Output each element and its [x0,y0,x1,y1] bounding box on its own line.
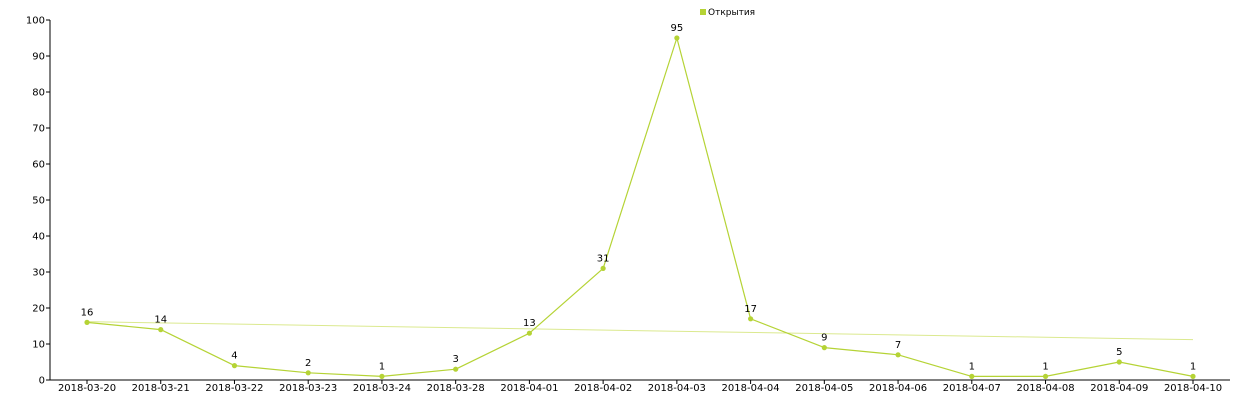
x-tick-label: 2018-03-21 [132,383,190,394]
data-point[interactable] [748,316,754,322]
y-tick-label: 60 [32,160,45,171]
x-tick-label: 2018-04-01 [500,383,558,394]
data-label: 1 [1042,361,1048,372]
data-label: 4 [231,351,237,362]
y-tick-label: 100 [26,16,45,27]
x-tick-label: 2018-04-03 [648,383,706,394]
data-label: 1 [1190,361,1196,372]
data-point[interactable] [379,373,385,379]
y-tick-label: 40 [32,232,45,243]
data-point[interactable] [158,327,164,333]
trend-line-path [86,321,1194,341]
data-label: 3 [452,354,458,365]
x-tick-label: 2018-04-09 [1090,383,1148,394]
data-label: 95 [670,23,683,34]
y-tick-label: 10 [32,340,45,351]
y-tick-label: 20 [32,304,45,315]
x-tick-label: 2018-03-23 [279,383,337,394]
legend-swatch [700,9,706,15]
data-label: 2 [305,358,311,369]
data-label: 16 [81,307,94,318]
data-label: 5 [1116,347,1122,358]
y-axis: 0 10 20 30 40 50 60 70 80 90 100 [26,16,51,387]
data-point[interactable] [600,265,606,271]
series-line [86,37,1194,377]
data-point[interactable] [674,35,680,41]
trend-line [86,321,1194,341]
y-tick-label: 90 [32,52,45,63]
data-label: 31 [597,253,610,264]
x-tick-label: 2018-04-05 [795,383,853,394]
data-point[interactable] [453,366,459,372]
y-tick-label: 80 [32,88,45,99]
y-tick-label: 30 [32,268,45,279]
data-label: 13 [523,318,536,329]
x-tick-label: 2018-04-10 [1164,383,1222,394]
data-point[interactable] [305,370,311,376]
legend-label: Открытия [708,8,755,18]
data-label: 9 [821,333,827,344]
x-tick-label: 2018-04-07 [943,383,1001,394]
x-axis: 2018-03-20 2018-03-21 2018-03-22 2018-03-23… [50,379,1230,394]
data-point[interactable] [969,373,975,379]
x-tick-label: 2018-04-06 [869,383,927,394]
legend: Открытия [700,8,755,18]
x-tick-label: 2018-03-28 [427,383,485,394]
data-label: 17 [744,304,757,315]
data-label: 14 [154,315,167,326]
data-point[interactable] [1042,373,1049,379]
x-tick-label: 2018-04-02 [574,383,632,394]
y-tick-label: 50 [32,196,45,207]
x-tick-label: 2018-04-08 [1016,383,1074,394]
x-tick-label: 2018-03-22 [205,383,263,394]
data-label: 7 [895,340,901,351]
data-point[interactable] [1190,373,1196,379]
data-point[interactable] [1116,359,1122,365]
y-tick-label: 70 [32,124,45,135]
data-point[interactable] [821,345,827,351]
data-label: 1 [379,361,385,372]
data-point[interactable] [526,330,533,336]
y-tick-label: 0 [39,376,45,387]
data-point[interactable] [84,319,90,325]
x-tick-label: 2018-03-20 [58,383,116,394]
data-point[interactable] [895,352,901,358]
data-point[interactable] [231,363,238,369]
x-tick-label: 2018-04-04 [722,383,780,394]
x-tick-label: 2018-03-24 [353,383,411,394]
data-label: 1 [969,361,975,372]
